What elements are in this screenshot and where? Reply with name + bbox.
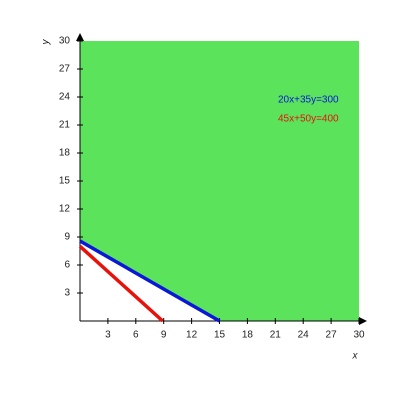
x-tick-label: 3	[105, 330, 111, 341]
x-tick-label: 21	[270, 330, 282, 341]
x-tick-label: 27	[326, 330, 338, 341]
y-axis-label: y	[41, 39, 52, 46]
x-axis-arrow	[359, 317, 367, 325]
x-tick-label: 6	[133, 330, 139, 341]
legend-entry: 45x+50y=400	[278, 114, 339, 125]
x-tick-label: 9	[161, 330, 167, 341]
y-tick-label: 3	[64, 288, 70, 299]
y-tick-label: 15	[59, 176, 71, 187]
y-tick-label: 21	[59, 120, 71, 131]
x-tick-label: 15	[214, 330, 226, 341]
x-tick-label: 12	[186, 330, 198, 341]
x-tick-label: 18	[242, 330, 254, 341]
x-axis-label: x	[352, 351, 359, 362]
y-tick-label: 9	[64, 232, 70, 243]
constraint-line	[78, 245, 164, 323]
y-tick-label: 27	[59, 64, 71, 75]
x-tick-label: 24	[298, 330, 310, 341]
y-tick-label: 6	[64, 260, 70, 271]
y-tick-label: 24	[59, 92, 71, 103]
x-tick-label: 30	[353, 330, 365, 341]
y-tick-label: 18	[59, 148, 71, 159]
constraint-line	[79, 239, 221, 323]
feasible-region	[80, 41, 359, 321]
y-tick-label: 12	[59, 204, 71, 215]
legend-entry: 20x+35y=300	[278, 95, 339, 106]
y-tick-label: 30	[59, 36, 71, 47]
y-axis-arrow	[76, 33, 84, 41]
